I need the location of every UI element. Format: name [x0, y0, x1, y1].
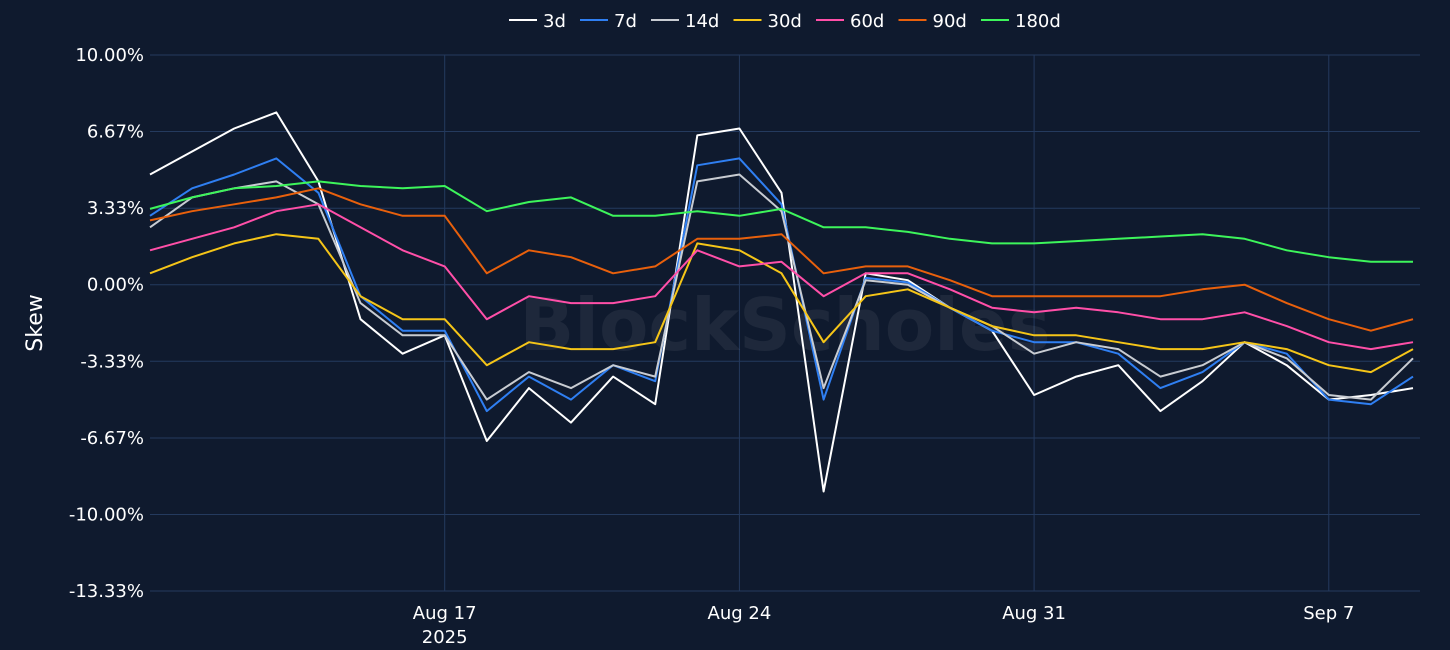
grid [150, 54, 1420, 592]
legend: 3d 7d 14d 30d 60d 90d 180d [509, 11, 1061, 32]
y-axis-ticks: 10.00% 6.67% 3.33% 0.00% -3.33% -6.67% -10.00%… [69, 45, 144, 602]
series-line-3d [149, 111, 1414, 493]
legend-label: 60d [850, 11, 884, 32]
legend-label: 7d [614, 11, 637, 32]
legend-item-90d[interactable]: 90d [898, 11, 967, 32]
legend-label: 180d [1015, 11, 1061, 32]
series-line-90d [149, 187, 1414, 332]
y-tick-label: -10.00% [69, 504, 144, 525]
series-line-180d [149, 180, 1413, 263]
x-tick-label: Aug 17 [413, 603, 477, 624]
y-tick-label: 10.00% [75, 45, 144, 66]
series-line-60d [149, 203, 1414, 351]
y-tick-label: 0.00% [87, 275, 144, 296]
x-axis-ticks: Aug 17 2025 Aug 24 Aug 31 Sep 7 [413, 603, 1355, 648]
legend-item-30d[interactable]: 30d [733, 11, 802, 32]
series-line-14d [149, 173, 1414, 401]
x-tick-sublabel: 2025 [422, 627, 468, 648]
watermark: BlockScholes [519, 283, 1050, 367]
y-tick-label: 3.33% [87, 198, 144, 219]
legend-item-180d[interactable]: 180d [981, 11, 1061, 32]
legend-label: 90d [933, 11, 967, 32]
x-tick-label: Aug 24 [708, 603, 772, 624]
legend-item-14d[interactable]: 14d [651, 11, 719, 32]
legend-label: 3d [543, 11, 566, 32]
y-axis-title: Skew [23, 294, 48, 351]
y-tick-label: -6.67% [80, 428, 144, 449]
series-lines [149, 111, 1414, 493]
series-line-30d [149, 233, 1414, 374]
y-tick-label: -3.33% [80, 351, 144, 372]
y-tick-label: 6.67% [87, 122, 144, 143]
x-tick-label: Sep 7 [1303, 603, 1354, 624]
y-tick-label: -13.33% [69, 581, 144, 602]
legend-item-3d[interactable]: 3d [509, 11, 566, 32]
legend-item-60d[interactable]: 60d [816, 11, 884, 32]
legend-label: 14d [685, 11, 719, 32]
x-tick-label: Aug 31 [1002, 603, 1066, 624]
legend-item-7d[interactable]: 7d [580, 11, 637, 32]
legend-label: 30d [768, 11, 802, 32]
